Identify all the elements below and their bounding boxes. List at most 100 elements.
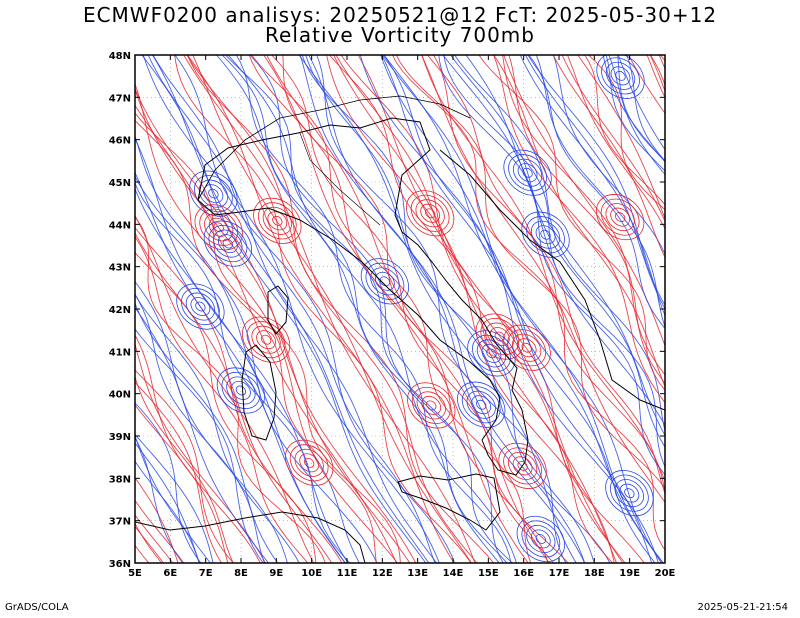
contour-line xyxy=(527,55,665,307)
contour-line xyxy=(135,434,211,563)
contour-line xyxy=(135,342,266,563)
contour-line xyxy=(793,35,800,583)
contour-line xyxy=(584,55,665,206)
contour-cell xyxy=(267,211,288,231)
axis-ticks xyxy=(134,54,666,564)
contour-cell xyxy=(221,371,261,410)
contour-line xyxy=(151,55,430,563)
contour-line xyxy=(421,55,665,483)
generation-timestamp: 2025-05-21-21:54 xyxy=(697,602,788,613)
contour-line xyxy=(712,35,800,583)
contour-line xyxy=(135,280,288,563)
contour-line xyxy=(227,55,517,563)
contour-cell xyxy=(194,204,243,251)
contour-line xyxy=(381,55,653,563)
contour-cell xyxy=(476,339,507,368)
contour-cell xyxy=(257,202,297,240)
contour-cell xyxy=(615,70,626,81)
contour-line xyxy=(617,55,665,162)
contour-line xyxy=(299,55,586,563)
contour-cell xyxy=(216,367,266,414)
contour-line xyxy=(135,375,234,563)
contour-cell xyxy=(503,447,542,485)
contour-line xyxy=(670,35,800,583)
contour-cell xyxy=(370,267,400,296)
coastlines xyxy=(135,95,665,563)
contour-line xyxy=(174,55,456,563)
contour-cell xyxy=(502,324,551,371)
map-title: ECMWF0200 analisys: 20250521@12 FcT: 202… xyxy=(82,3,718,27)
contour-line xyxy=(421,55,665,504)
contour-line xyxy=(135,175,378,563)
contour-line xyxy=(135,187,346,563)
contour-cell xyxy=(195,301,206,312)
contour-cell xyxy=(181,288,220,326)
contour-cell xyxy=(241,316,291,363)
longitude-label: 7E xyxy=(199,568,213,579)
contour-line xyxy=(135,87,417,563)
contour-cell xyxy=(516,515,565,563)
contour-cell xyxy=(226,376,256,405)
contour-line xyxy=(757,35,800,583)
contour-line xyxy=(454,55,665,433)
contour-cell xyxy=(503,149,552,196)
contour-cell xyxy=(605,203,635,232)
contour-line xyxy=(333,55,618,563)
latitude-label: 38N xyxy=(109,474,131,485)
contour-line xyxy=(493,55,665,404)
contour-cell xyxy=(535,534,546,544)
contour-line xyxy=(135,111,401,563)
contour-cell xyxy=(615,212,626,223)
contour-cell xyxy=(610,474,649,512)
longitude-label: 18E xyxy=(584,568,605,579)
contour-cell xyxy=(272,215,283,226)
contour-cell xyxy=(222,238,234,249)
latitude-label: 41N xyxy=(109,347,131,358)
contour-cell xyxy=(481,343,502,363)
coastline-balkans xyxy=(439,149,665,411)
contour-line xyxy=(174,55,472,563)
contour-line xyxy=(380,55,664,563)
contour-line xyxy=(135,436,184,563)
latitude-label: 36N xyxy=(109,559,131,570)
latitude-label: 45N xyxy=(109,178,131,189)
contour-line xyxy=(135,88,411,563)
longitude-label: 19E xyxy=(619,568,640,579)
contour-cell xyxy=(521,342,532,353)
contour-line xyxy=(186,55,455,563)
contour-cell xyxy=(285,439,334,486)
contour-cell xyxy=(406,190,455,237)
contour-line xyxy=(698,35,800,583)
coastline-sardinia xyxy=(241,344,277,441)
contour-line xyxy=(142,55,440,563)
contour-cell xyxy=(424,208,436,219)
latitude-label: 39N xyxy=(109,432,131,443)
contour-cell xyxy=(246,321,286,359)
longitude-label: 15E xyxy=(478,568,499,579)
longitude-labels: 5E 6E 7E 8E 9E 10E 11E 12E 13E 14E 15E 16E 17E 18E 19E… xyxy=(128,568,675,579)
coastline-north-africa xyxy=(135,511,366,563)
contour-line xyxy=(301,55,611,563)
contour-cell xyxy=(466,390,496,419)
contour-line xyxy=(508,55,665,385)
contour-cell xyxy=(208,188,219,199)
contour-line xyxy=(135,369,234,563)
contour-cell xyxy=(476,399,487,410)
longitude-label: 6E xyxy=(163,568,177,579)
contour-line xyxy=(734,35,800,583)
contour-cell xyxy=(421,395,442,415)
contour-cell xyxy=(213,229,243,258)
contour-cell xyxy=(457,381,506,428)
contour-line xyxy=(692,35,800,583)
contour-cell xyxy=(540,229,551,240)
contour-line xyxy=(135,104,397,563)
contour-line xyxy=(135,137,349,563)
lat-lon-grid xyxy=(135,55,665,563)
contour-cell xyxy=(498,442,547,489)
contour-line xyxy=(216,55,500,563)
vorticity-contours xyxy=(135,35,800,583)
contour-cell xyxy=(610,207,631,227)
contour-line xyxy=(135,404,229,563)
contour-line xyxy=(658,55,665,70)
contour-cell xyxy=(407,382,456,429)
